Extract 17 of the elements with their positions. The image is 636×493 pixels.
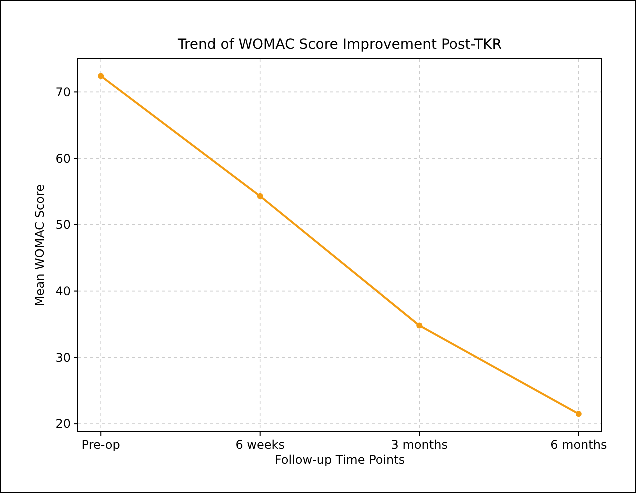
point <box>576 411 582 418</box>
chart-title: Trend of WOMAC Score Improvement Post-TKR <box>176 37 502 53</box>
y-tick-label: 40 <box>56 284 71 298</box>
y-tick-label: 70 <box>56 85 71 100</box>
y-tick-label: 20 <box>56 417 71 432</box>
y-tick-label: 30 <box>56 350 71 365</box>
x-tick-label: 6 weeks <box>236 438 285 452</box>
point <box>257 193 264 200</box>
x-axis-title: Follow-up Time Points <box>274 453 406 467</box>
point <box>98 73 104 80</box>
point <box>416 322 423 329</box>
y-axis-title: Mean WOMAC Score <box>33 184 47 306</box>
x-tick-label: Pre-op <box>82 438 120 452</box>
x-tick-label: 6 months <box>550 438 608 452</box>
y-tick-label: 60 <box>56 152 71 166</box>
x-tick-label: 3 months <box>391 438 448 452</box>
y-tick-label: 50 <box>56 218 71 232</box>
